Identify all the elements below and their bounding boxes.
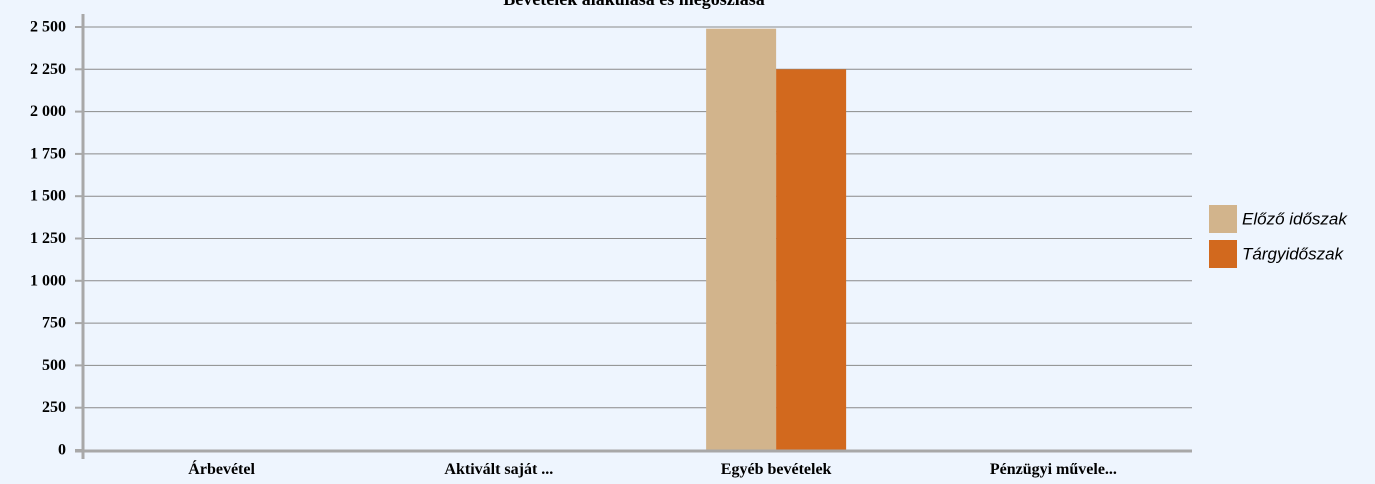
y-axis-tick-label: 750 <box>42 315 66 332</box>
y-axis-tick-label: 0 <box>58 442 66 459</box>
y-axis-tick-label: 1 250 <box>30 230 66 247</box>
x-axis-tick-label: Egyéb bevételek <box>721 461 832 478</box>
legend: Előző időszak Tárgyidőszak <box>1209 205 1348 268</box>
gridlines <box>75 26 1192 451</box>
y-axis-tick-label: 1 750 <box>30 145 66 162</box>
x-axis-tick-label: Aktivált saját ... <box>444 461 553 478</box>
axes <box>75 14 1192 459</box>
legend-swatch <box>1209 240 1237 268</box>
legend-swatch <box>1209 205 1237 233</box>
y-axis-tick-label: 1 000 <box>30 272 66 289</box>
y-axis-tick-label: 2 250 <box>30 61 66 78</box>
bars <box>706 28 847 451</box>
x-axis-tick-label: Árbevétel <box>188 459 255 478</box>
y-axis-tick-label: 1 500 <box>30 188 66 205</box>
y-axis-tick-label: 2 000 <box>30 103 66 120</box>
y-axis-tick-labels: 0 250 500 750 1 000 1 250 1 500 1 750 2 000 2 250… <box>30 19 66 459</box>
bar <box>706 28 777 451</box>
chart-title: Bevételek alakulása és megoszlása <box>503 0 764 9</box>
x-axis-tick-labels: Árbevétel Aktivált saját ... Egyéb bevétel… <box>188 459 1117 478</box>
y-axis-tick-label: 250 <box>42 399 66 416</box>
legend-label: Előző időszak <box>1242 210 1348 229</box>
x-axis-tick-label: Pénzügyi művele... <box>990 461 1117 478</box>
legend-label: Tárgyidőszak <box>1242 245 1345 264</box>
y-axis-tick-label: 500 <box>42 357 66 374</box>
y-axis-tick-label: 2 500 <box>30 19 66 36</box>
bar <box>776 69 847 451</box>
